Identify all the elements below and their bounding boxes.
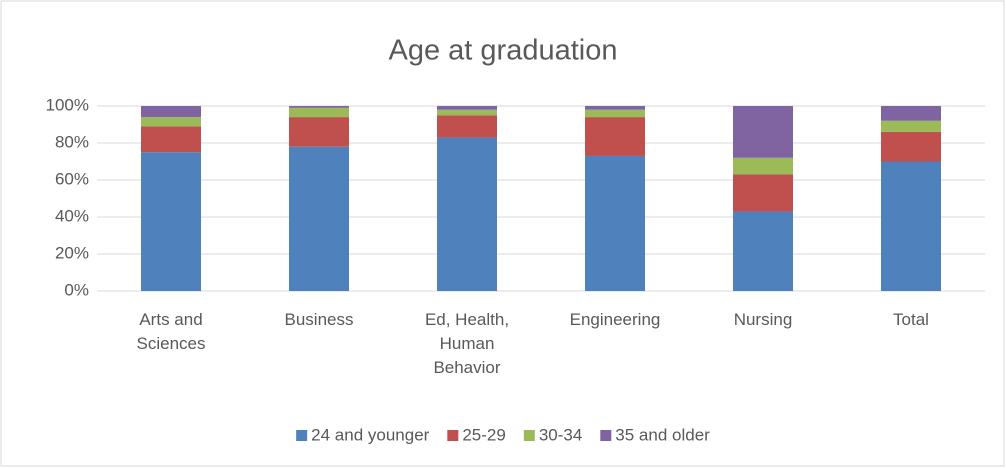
y-tick-label: 60%: [55, 169, 89, 188]
bar-segment: [289, 107, 349, 118]
legend-label: 25-29: [462, 425, 505, 444]
bar-segment: [141, 106, 201, 118]
bar-segment: [881, 120, 941, 132]
bar-segment: [437, 106, 497, 110]
bar-segment: [733, 106, 793, 158]
y-tick-label: 80%: [55, 132, 89, 151]
bar-segment: [881, 131, 941, 162]
x-tick-label: Arts and Sciences: [136, 310, 206, 353]
legend-label: 30-34: [539, 425, 582, 444]
x-tick-label: Engineering: [569, 310, 661, 329]
bar-segment: [437, 137, 497, 291]
x-tick-label: Ed, Health, Human Behavior: [424, 310, 510, 377]
chart-title: Age at graduation: [389, 35, 618, 67]
legend-swatch: [523, 430, 535, 441]
x-tick-label: Total: [893, 310, 929, 329]
legend-swatch: [600, 430, 612, 441]
bar-segment: [585, 106, 645, 110]
bar-segment: [733, 211, 793, 291]
bar-segment: [437, 109, 497, 116]
bar-segment: [289, 117, 349, 147]
bar-segment: [141, 126, 201, 153]
legend-label: 35 and older: [615, 425, 710, 444]
bar-segment: [733, 174, 793, 212]
bar-segment: [881, 161, 941, 291]
bar-segment: [141, 152, 201, 291]
bar-segment: [289, 106, 349, 108]
bar-segment: [289, 146, 349, 291]
legend-swatch: [296, 430, 308, 441]
legend-swatch: [447, 430, 459, 441]
y-tick-label: 100%: [46, 95, 89, 114]
y-tick-label: 0%: [64, 280, 89, 299]
bar-segment: [585, 117, 645, 156]
bar-segment: [141, 117, 201, 127]
bar-segment: [585, 155, 645, 291]
y-tick-label: 40%: [55, 206, 89, 225]
x-tick-label: Nursing: [733, 310, 793, 329]
legend-label: 24 and younger: [311, 425, 429, 444]
x-tick-label: Business: [284, 310, 354, 329]
bar-segment: [733, 157, 793, 175]
bar-segment: [585, 109, 645, 118]
bar-segment: [437, 115, 497, 138]
bar-segment: [881, 106, 941, 121]
y-tick-label: 20%: [55, 243, 89, 262]
